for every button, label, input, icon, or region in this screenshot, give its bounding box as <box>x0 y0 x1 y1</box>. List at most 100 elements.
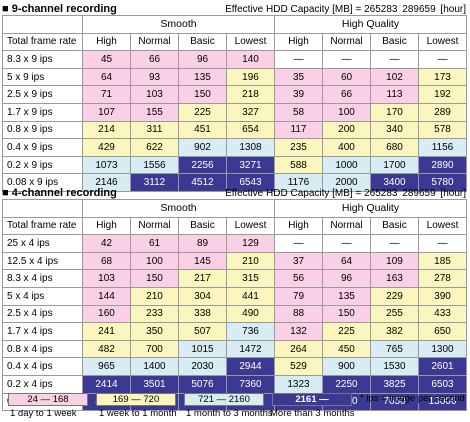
column-header: Lowest <box>418 32 467 52</box>
table-cell: 1323 <box>274 374 323 394</box>
table-row: 0.2 x 4 ips 2414 3501 5076 7360 1323 2250 3825 6… <box>2 374 467 394</box>
table-cell: 2601 <box>418 357 467 376</box>
table-cell: 60 <box>322 67 371 87</box>
table-cell: 490 <box>226 304 275 324</box>
table-cell: 5076 <box>178 374 227 394</box>
table-row: 0.2 x 9 ips 1073 1556 2256 3271 588 1000 1700 28… <box>2 155 467 175</box>
row-label: 0.2 x 9 ips <box>2 155 83 175</box>
legend-swatch-yellow: 169 — 720 <box>96 393 176 406</box>
table-row: 8.3 x 4 ips 103 150 217 315 56 96 163 278 <box>2 269 467 288</box>
column-header: Lowest <box>226 216 275 236</box>
ips-footnote: * ips = image per second <box>360 393 465 404</box>
table-cell: 192 <box>418 85 467 104</box>
table-cell: 255 <box>370 304 419 324</box>
table-cell: — <box>418 50 467 69</box>
table-cell: 235 <box>274 138 323 157</box>
table-row: 25 x 4 ips 42 61 89 129— — — — <box>2 234 467 253</box>
row-label: 1.7 x 4 ips <box>2 322 83 341</box>
table-cell: 170 <box>370 102 419 122</box>
table-cell: 7360 <box>226 374 275 394</box>
legend-swatch-blue: 721 — 2160 <box>184 393 264 406</box>
table-cell: 64 <box>82 67 131 87</box>
capacity-info-4ch: Effective HDD Capacity [MB] = 265283 289… <box>223 188 466 199</box>
capacity-value2: 289659 <box>402 4 436 15</box>
column-header: Lowest <box>226 32 275 52</box>
legend-swatch-navy: 2161 — <box>272 393 352 406</box>
table-cell: 1530 <box>370 357 419 376</box>
table-cell: 6503 <box>418 374 467 394</box>
table-cell: — <box>274 234 323 253</box>
table-cell: 129 <box>226 234 275 253</box>
column-header: Normal <box>130 216 179 236</box>
table-cell: 1472 <box>226 339 275 359</box>
table-cell: 196 <box>226 67 275 87</box>
table-cell: 1700 <box>370 155 419 175</box>
column-header: High <box>82 216 131 236</box>
column-header: Normal <box>130 32 179 52</box>
capacity-label: Effective HDD Capacity [MB] = 265283 <box>225 4 398 15</box>
table-cell: 4512 <box>178 173 227 192</box>
row-label: 5 x 4 ips <box>2 286 83 306</box>
table-cell: 441 <box>226 286 275 306</box>
table-cell: 1300 <box>418 339 467 359</box>
table-row: 2.5 x 9 ips 71 103 150 218 39 66 113 192 <box>2 85 467 104</box>
table-cell: 113 <box>370 85 419 104</box>
table-cell: 200 <box>322 120 371 140</box>
table-cell: 429 <box>82 138 131 157</box>
capacity-info-9ch: Effective HDD Capacity [MB] = 265283 289… <box>223 4 466 15</box>
row-label: 2.5 x 4 ips <box>2 304 83 324</box>
column-header: Normal <box>322 216 371 236</box>
table-4ch: Smooth High Quality Total frame rate Hig… <box>2 199 467 412</box>
table-cell: 5780 <box>418 173 467 192</box>
table-cell: 6543 <box>226 173 275 192</box>
table-cell: 338 <box>178 304 227 324</box>
table-cell: — <box>370 50 419 69</box>
table-cell: 3112 <box>130 173 179 192</box>
row-label: 1.7 x 9 ips <box>2 102 83 122</box>
table-cell: 680 <box>370 138 419 157</box>
row-label: 8.3 x 4 ips <box>2 269 83 288</box>
table-cell: 132 <box>274 322 323 341</box>
table-cell: 66 <box>322 85 371 104</box>
table-cell: 93 <box>130 67 179 87</box>
table-cell: 210 <box>130 286 179 306</box>
table-cell: 107 <box>82 102 131 122</box>
table-cell: 451 <box>178 120 227 140</box>
table-cell: 160 <box>82 304 131 324</box>
column-header: Lowest <box>418 216 467 236</box>
table-cell: 327 <box>226 102 275 122</box>
table-cell: 1556 <box>130 155 179 175</box>
table-cell: 2256 <box>178 155 227 175</box>
table-cell: 382 <box>370 322 419 341</box>
table-cell: — <box>322 234 371 253</box>
table-cell: 1400 <box>130 357 179 376</box>
capacity-unit: [hour] <box>440 4 466 15</box>
capacity-unit: [hour] <box>440 188 466 199</box>
table-cell: 210 <box>226 251 275 271</box>
row-label: 8.3 x 9 ips <box>2 50 83 69</box>
table-cell: 217 <box>178 269 227 288</box>
table-cell: 3271 <box>226 155 275 175</box>
table-cell: 68 <box>82 251 131 271</box>
table-cell: 450 <box>322 339 371 359</box>
row-label: 0.2 x 4 ips <box>2 374 83 394</box>
table-cell: 100 <box>322 102 371 122</box>
table-cell: 482 <box>82 339 131 359</box>
table-cell: 654 <box>226 120 275 140</box>
table-cell: 102 <box>370 67 419 87</box>
row-header: Total frame rate <box>2 216 83 236</box>
table-cell: 1176 <box>274 173 323 192</box>
table-cell: 45 <box>82 50 131 69</box>
table-cell: 58 <box>274 102 323 122</box>
row-label: 12.5 x 4 ips <box>2 251 83 271</box>
row-label: 0.08 x 9 ips <box>2 173 83 192</box>
table-cell: 315 <box>226 269 275 288</box>
table-row: 2.5 x 4 ips 160 233 338 490 88 150 255 433 <box>2 304 467 324</box>
table-cell: 433 <box>418 304 467 324</box>
table-cell: 278 <box>418 269 467 288</box>
table-cell: 150 <box>322 304 371 324</box>
table-cell: 311 <box>130 120 179 140</box>
table-cell: — <box>322 50 371 69</box>
table-cell: 2146 <box>82 173 131 192</box>
column-header: High <box>274 216 323 236</box>
